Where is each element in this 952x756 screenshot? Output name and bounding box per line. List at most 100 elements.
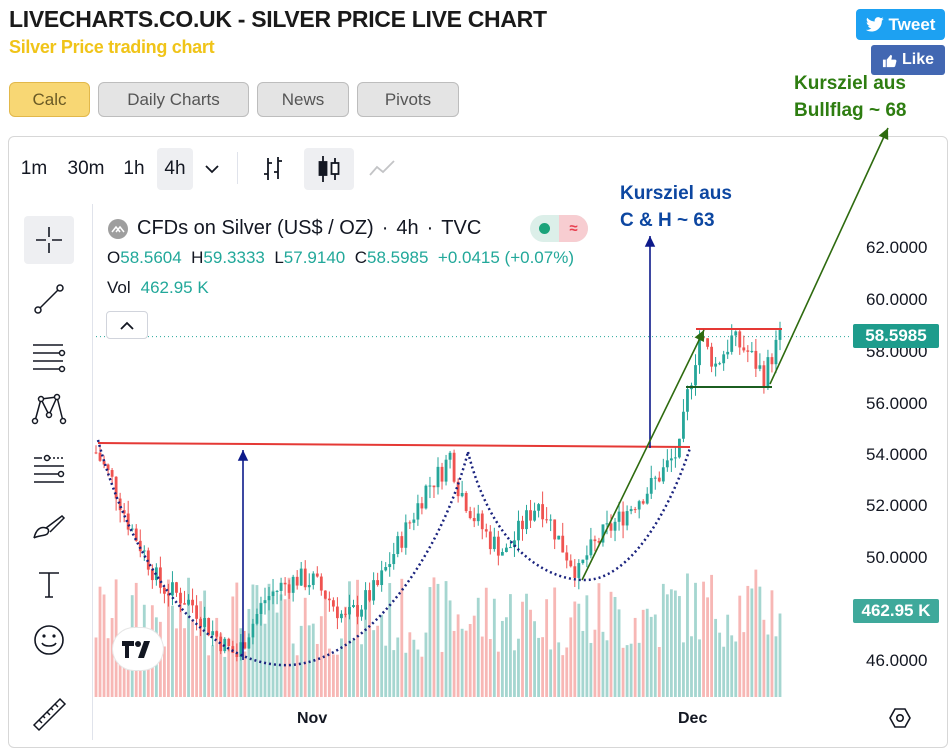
candle-body — [287, 584, 291, 593]
ruler-icon — [32, 697, 67, 732]
candles-chart-type-button[interactable] — [304, 148, 354, 190]
volume-bar — [625, 645, 629, 697]
candle-body — [521, 520, 524, 530]
volume-bar — [617, 609, 621, 697]
tab-pivots[interactable]: Pivots — [357, 82, 459, 117]
volume-bar — [223, 656, 227, 697]
volume-bar — [102, 594, 106, 697]
indicators-button[interactable] — [362, 148, 402, 190]
drawing-toolbar-border — [92, 204, 93, 740]
volume-bar — [162, 646, 166, 697]
timeframe-4h[interactable]: 4h — [157, 148, 193, 190]
volume-bar — [187, 577, 190, 697]
candle-body — [500, 552, 504, 556]
brush-tool[interactable] — [24, 503, 74, 551]
volume-bar — [412, 639, 416, 697]
tab-news[interactable]: News — [257, 82, 349, 117]
candle-body — [428, 485, 432, 487]
candle-body — [609, 523, 613, 531]
last-volume-tag: 462.95 K — [853, 599, 939, 623]
pole-arrow — [581, 329, 705, 581]
volume-bar — [694, 582, 697, 697]
tab-daily-charts[interactable]: Daily Charts — [98, 82, 249, 117]
volume-bar — [352, 640, 355, 697]
volume-bar — [368, 600, 372, 697]
volume-bar — [146, 649, 150, 697]
timeframe-1m[interactable]: 1m — [20, 158, 48, 179]
indicators-icon — [369, 160, 395, 176]
volume-bar — [171, 605, 174, 697]
volume-bar — [633, 617, 637, 697]
candle-body — [327, 598, 331, 601]
volume-bar — [653, 614, 657, 697]
candle-body — [694, 365, 697, 386]
candle-body — [613, 521, 617, 531]
volume-bar — [714, 618, 718, 697]
volume-bar — [718, 632, 722, 697]
candle-body — [698, 337, 701, 366]
legend-collapse-button[interactable] — [106, 311, 148, 339]
volume-bar — [509, 594, 512, 697]
volume-bar — [565, 647, 569, 697]
timeframe-30m[interactable]: 30m — [67, 158, 105, 179]
candle-body — [440, 466, 444, 482]
candle-body — [142, 550, 146, 552]
chart-settings-button[interactable] — [888, 706, 912, 735]
volume-bar — [609, 591, 613, 697]
tweet-button[interactable]: Tweet — [856, 9, 945, 40]
pattern-tool[interactable] — [24, 386, 74, 434]
candle-body — [275, 590, 279, 592]
volume-bar — [110, 618, 114, 697]
like-button[interactable]: Like — [871, 45, 945, 75]
market-status-badge[interactable]: ≈ — [530, 215, 588, 242]
volume-bar — [404, 652, 408, 697]
candle-body — [368, 590, 372, 601]
low-label: L — [274, 248, 284, 267]
candle-body — [102, 460, 106, 465]
volume-bar — [682, 642, 685, 697]
bar-chart-type-button[interactable] — [250, 148, 296, 190]
volume-bar — [710, 574, 714, 697]
candle-body — [714, 363, 718, 367]
candle-body — [758, 365, 762, 369]
fib-retracement-tool[interactable] — [24, 333, 74, 381]
timeframe-1h[interactable]: 1h — [123, 158, 145, 179]
chart-legend: CFDs on Silver (US$ / OZ) · 4h · TVC — [107, 217, 481, 240]
volume-bar — [215, 617, 219, 697]
volume-bar — [569, 617, 573, 697]
symbol-interval: 4h — [396, 217, 419, 239]
volume-bar — [364, 600, 367, 697]
candle-body — [601, 524, 605, 543]
emoji-tool[interactable] — [24, 616, 74, 664]
volume-bar — [754, 569, 758, 697]
volume-bar — [476, 597, 480, 697]
flag-target-arrow — [769, 127, 889, 385]
y-tick-label: 50.0000 — [866, 548, 928, 567]
tab-calc[interactable]: Calc — [9, 82, 90, 117]
volume-bar — [448, 600, 452, 697]
trend-line-tool[interactable] — [24, 275, 74, 323]
candle-body — [291, 576, 295, 593]
candle-body — [171, 582, 174, 596]
candle-body — [621, 511, 625, 526]
prediction-tool[interactable] — [24, 445, 74, 493]
timeframe-dropdown[interactable] — [197, 148, 227, 190]
volume-bar — [593, 629, 597, 697]
candle-body — [110, 470, 114, 477]
volume-bar — [376, 625, 380, 697]
candle-body — [492, 536, 496, 550]
crosshair-tool[interactable] — [24, 216, 74, 264]
candle-body — [235, 652, 239, 657]
volume-bar — [291, 643, 295, 697]
volume-bar — [440, 651, 444, 697]
candle-body — [199, 618, 203, 627]
tradingview-logo[interactable] — [113, 628, 163, 670]
ruler-tool[interactable] — [24, 690, 74, 738]
volume-bar — [327, 648, 331, 697]
text-tool[interactable] — [24, 560, 74, 608]
high-label: H — [191, 248, 204, 267]
y-tick-label: 62.0000 — [866, 238, 928, 257]
volume-value: 462.95 K — [140, 278, 209, 297]
candle-body — [657, 477, 661, 482]
